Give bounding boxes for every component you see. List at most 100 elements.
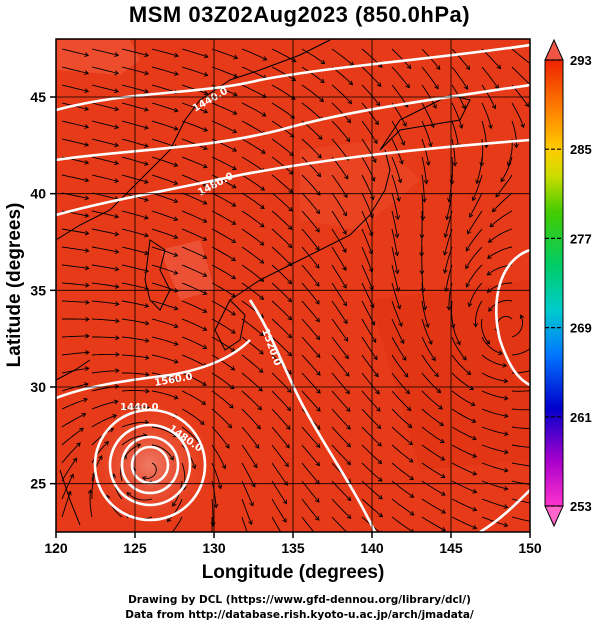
streamline-arrowhead [375,389,380,395]
streamline [271,408,291,430]
streamline-arrowhead [203,127,209,132]
streamline [181,48,208,58]
streamline [61,413,86,428]
streamline-arrowhead [231,311,236,316]
streamline-arrowhead [203,145,208,151]
streamline [481,84,496,109]
streamline-arrowhead [174,52,179,58]
streamline-arrowhead [287,297,293,303]
streamline-arrowhead [84,88,90,94]
streamline-arrowhead [345,372,350,377]
streamline-arrowhead [231,183,237,189]
x-tick-label: 125 [123,540,147,556]
streamline [391,228,398,256]
streamline-arrowhead [500,177,505,183]
streamline-arrowhead [84,142,90,147]
streamline [301,264,320,287]
streamline-arrowhead [469,213,474,218]
streamline [61,228,89,235]
streamline-arrowhead [144,232,149,238]
streamline-arrowhead [532,344,536,348]
streamline-arrowhead [524,102,530,108]
streamline-arrowhead [343,193,348,199]
streamline [301,426,321,448]
streamline [361,246,373,273]
streamline-arrowhead [115,352,120,357]
streamline-arrowhead [345,137,351,143]
streamline [421,120,432,147]
streamline-arrowhead [225,443,230,449]
streamline-arrowhead [396,304,402,310]
streamline [511,348,530,356]
streamline-arrowhead [173,252,179,257]
streamline-arrowhead [423,179,429,185]
streamline [151,336,179,346]
streamline-arrowhead [166,517,172,523]
streamline [241,84,267,98]
streamline [91,48,119,56]
streamline-arrowhead [315,263,320,269]
streamline [61,246,89,252]
streamline-arrowhead [503,485,509,491]
streamline-arrowhead [260,186,266,191]
streamline [421,354,439,377]
streamline-arrowhead [421,198,427,203]
streamline-arrowhead [251,482,256,488]
streamline [121,354,149,359]
streamline-arrowhead [439,438,445,444]
streamline-arrowhead [173,234,179,240]
streamline-arrowhead [488,307,493,312]
streamline-arrowhead [253,463,258,469]
streamline [241,282,264,300]
streamline [241,498,252,525]
coastlines [56,39,471,526]
streamline-arrowhead [85,282,90,288]
streamline-arrowhead [114,384,120,390]
streamline-arrowhead [248,520,253,526]
streamline [271,210,293,230]
streamline-arrowhead [317,153,322,159]
streamline-arrowhead [203,53,209,59]
streamline-arrowhead [434,84,439,90]
streamline [481,480,508,490]
streamline [361,84,380,106]
streamline [271,498,287,523]
streamline [331,444,351,465]
streamline-arrowhead [257,405,262,411]
streamline-arrowhead [287,225,293,230]
streamline [241,174,265,191]
streamline-arrowhead [489,222,495,228]
streamline-arrowhead [202,308,208,313]
streamline-arrowhead [230,366,236,371]
streamline-arrowhead [144,88,149,94]
streamline-arrowhead [84,265,90,271]
streamline [451,498,477,511]
streamline-arrowhead [394,251,400,257]
streamline-arrowhead [256,424,261,430]
streamline [91,353,120,356]
streamline [181,282,207,295]
contour-label: 1440.0 [120,402,159,413]
streamline [451,390,476,406]
streamline-arrowhead [114,88,120,94]
streamline [361,228,373,255]
streamline [391,174,400,202]
streamline-arrowhead [373,355,378,361]
streamline-arrowhead [346,496,352,502]
streamline [451,426,477,440]
streamline-arrowhead [486,271,492,276]
streamline-arrowhead [259,259,265,264]
streamline-arrowhead [172,501,177,507]
streamline-arrowhead [465,282,471,288]
streamline [391,210,398,238]
streamline-arrowhead [520,123,525,129]
streamline [331,426,351,448]
streamline [151,138,178,149]
streamline-arrowhead [109,428,115,433]
streamline-arrowhead [467,229,472,235]
streamline [142,462,157,479]
streamline [495,174,513,198]
streamline [361,138,377,163]
streamline [301,66,325,83]
